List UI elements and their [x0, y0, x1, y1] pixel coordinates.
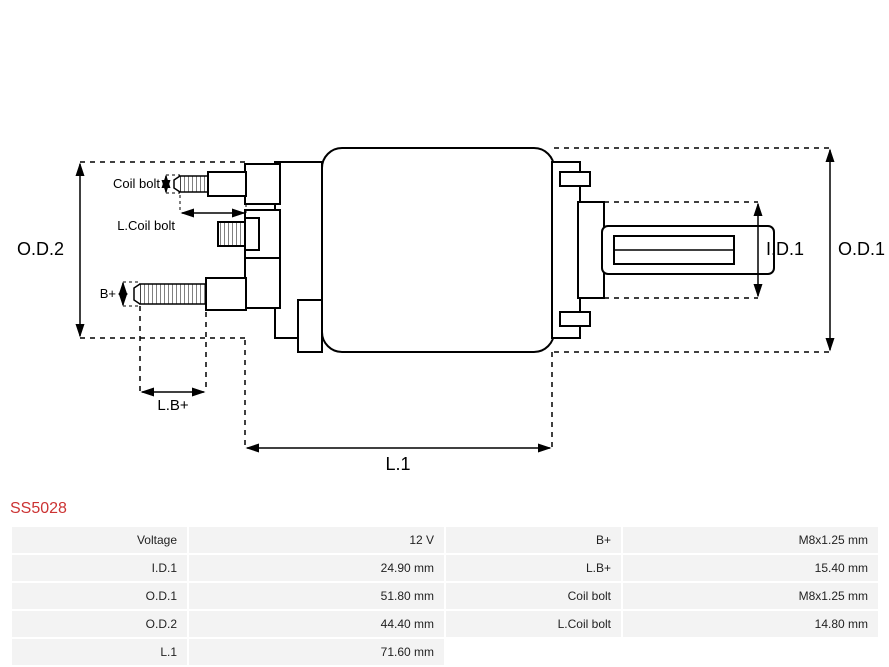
spec-value: 14.80 mm — [623, 611, 878, 637]
label-b-plus: B+ — [100, 286, 116, 301]
label-l-coil-bolt: L.Coil bolt — [117, 218, 175, 233]
technical-drawing: O.D.2 O.D.1 I.D.1 L.1 L.B+ B+ Coil bolt … — [0, 0, 889, 500]
spec-value: 51.80 mm — [189, 583, 444, 609]
table-row: O.D.244.40 mmL.Coil bolt14.80 mm — [12, 611, 878, 637]
spec-value: M8x1.25 mm — [623, 583, 878, 609]
table-row: I.D.124.90 mmL.B+15.40 mm — [12, 555, 878, 581]
table-row: O.D.151.80 mmCoil boltM8x1.25 mm — [12, 583, 878, 609]
spec-value: 24.90 mm — [189, 555, 444, 581]
spec-value — [623, 639, 878, 665]
spec-label: O.D.2 — [12, 611, 187, 637]
label-coil-bolt: Coil bolt — [113, 176, 160, 191]
table-row: L.171.60 mm — [12, 639, 878, 665]
table-row: Voltage12 VB+M8x1.25 mm — [12, 527, 878, 553]
spec-label: I.D.1 — [12, 555, 187, 581]
spec-label: Coil bolt — [446, 583, 621, 609]
spec-table: Voltage12 VB+M8x1.25 mmI.D.124.90 mmL.B+… — [10, 525, 880, 667]
spec-label: B+ — [446, 527, 621, 553]
spec-label: O.D.1 — [12, 583, 187, 609]
spec-label — [446, 639, 621, 665]
spec-value: 71.60 mm — [189, 639, 444, 665]
spec-value: 12 V — [189, 527, 444, 553]
label-id1: I.D.1 — [766, 239, 804, 259]
label-od1: O.D.1 — [838, 239, 885, 259]
spec-label: L.B+ — [446, 555, 621, 581]
spec-value: 44.40 mm — [189, 611, 444, 637]
label-lb-plus: L.B+ — [157, 397, 189, 414]
part-number: SS5028 — [10, 500, 67, 518]
spec-label: Voltage — [12, 527, 187, 553]
spec-value: 15.40 mm — [623, 555, 878, 581]
spec-value: M8x1.25 mm — [623, 527, 878, 553]
label-od2: O.D.2 — [17, 239, 64, 259]
label-l1: L.1 — [385, 454, 410, 474]
spec-label: L.1 — [12, 639, 187, 665]
spec-label: L.Coil bolt — [446, 611, 621, 637]
